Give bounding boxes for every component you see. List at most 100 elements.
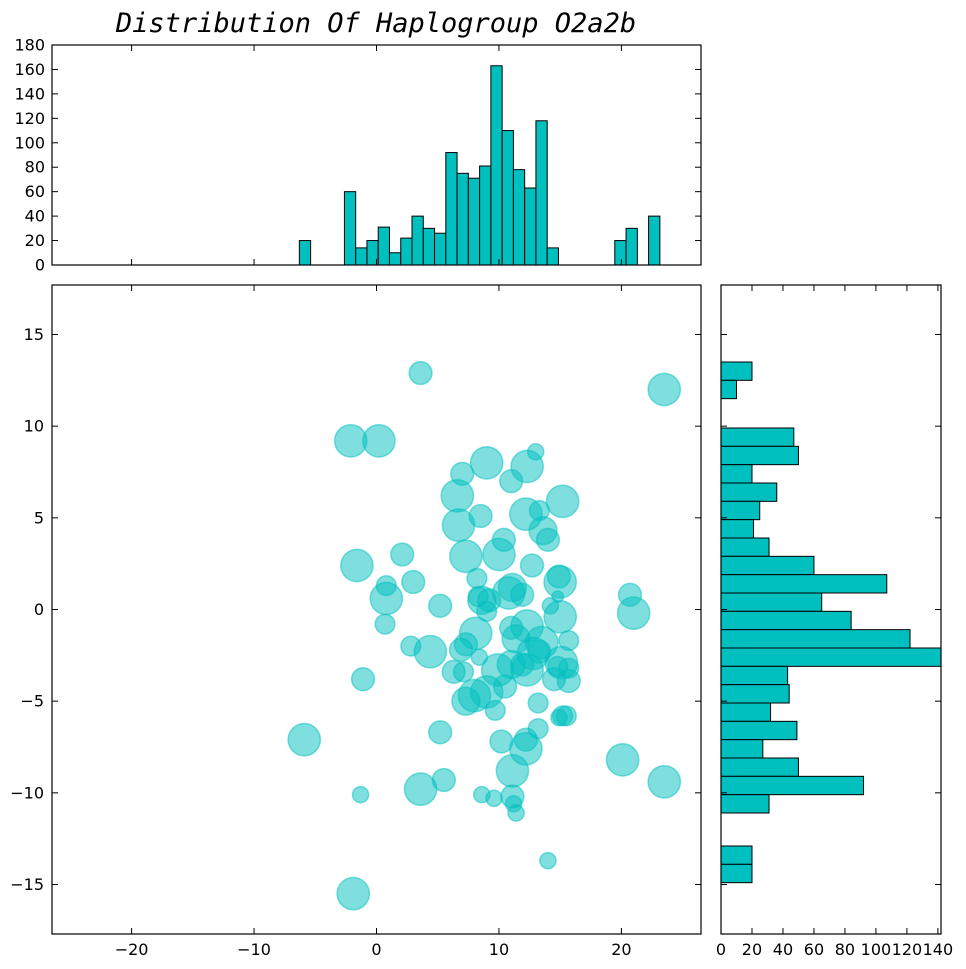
scatter-point [466,567,488,589]
right-hist-bar [720,794,770,814]
scatter-point [351,785,370,804]
right-hist-bar [720,379,737,400]
top-hist-bar [377,226,390,266]
right-hist-bar [720,361,753,381]
right-hist-bar [720,610,852,631]
right-histogram: 0 20 40 60 80 100 120 140 [716,284,954,959]
right-hist-bar [720,739,764,759]
right-hist-bar [720,482,778,502]
scatter-point [527,692,549,714]
scatter-point [469,445,504,480]
top-hist-ytick-label: 100 [14,133,45,152]
scatter-xtick-label: −20 [115,940,149,959]
scatter-point [495,753,530,788]
top-hist-ytick-label: 60 [25,182,45,201]
chart-title: Distribution Of Haplogroup O2a2b [115,8,636,39]
right-hist-bar [720,592,823,612]
top-hist-bar [535,120,548,266]
right-hist-bar [720,684,790,704]
scatter-point [616,596,651,631]
top-histogram: 0 20 40 60 80 100 120 140 160 180 [14,36,702,275]
top-hist-bar [648,215,661,266]
right-hist-bar [720,445,799,466]
scatter-point [287,722,322,757]
scatter-point [401,569,426,595]
scatter-point [403,772,438,807]
right-hist-bar [720,665,789,686]
right-hist-bar [720,537,770,557]
scatter-ytick-label: −10 [10,783,44,802]
scatter-xtick-label: 10 [489,940,509,959]
top-hist-bar [298,240,312,266]
top-hist-bar [614,240,627,266]
top-hist-bar [355,247,368,266]
scatter-point [452,661,475,683]
right-hist-xtick-label: 80 [835,940,855,959]
scatter-ytick-label: 15 [24,325,44,344]
top-hist-ytick-label: 20 [25,231,45,250]
top-hist-bar [501,130,514,266]
scatter-point [485,789,503,808]
top-hist-bar [546,247,559,266]
top-hist-bar [456,172,469,266]
scatter-point [448,637,474,662]
right-hist-xtick-label: 40 [773,940,793,959]
right-hist-bar [720,775,865,796]
scatter-point [539,851,557,870]
scatter-ytick-label: 5 [34,508,44,527]
top-hist-ytick-label: 160 [14,60,45,79]
scatter-point [390,542,415,567]
right-hist-bar [720,863,753,884]
scatter-point [510,653,544,687]
scatter-point [545,484,580,519]
right-hist-bar [720,702,772,722]
scatter-point [510,582,535,607]
right-hist-xtick-label: 0 [716,940,726,959]
right-hist-xtick-label: 100 [861,940,892,959]
right-hist-bar [720,464,753,484]
top-hist-bar [490,65,503,266]
right-hist-xtick-label: 140 [923,940,954,959]
top-hist-bar [512,169,526,266]
scatter-point [449,539,483,574]
top-hist-bar [524,187,537,266]
scatter-point [647,372,682,407]
top-hist-ytick-label: 40 [25,207,45,226]
scatter-point [408,360,433,386]
scatter-point [543,599,578,634]
right-hist-bar [720,519,755,539]
scatter-point [556,668,581,694]
scatter-point [441,508,476,543]
scatter-point [428,720,453,745]
top-hist-ytick-label: 140 [14,84,45,103]
top-hist-bar [479,165,492,266]
scatter-xtick-label: −10 [237,940,271,959]
right-hist-xtick-label: 120 [892,940,923,959]
scatter-point [535,527,561,552]
top-hist-frame [51,44,702,266]
right-hist-xtick-label: 60 [804,940,824,959]
scatter-ytick-label: −5 [20,692,44,711]
scatter-ytick-label: −15 [10,875,44,894]
scatter-point [482,537,516,572]
right-hist-bar [720,629,911,649]
top-hist-ytick-label: 120 [14,109,45,128]
scatter-point [555,705,577,727]
top-hist-ytick-label: 180 [14,36,45,55]
right-hist-bar [720,647,942,667]
top-hist-bar [343,191,357,266]
scatter-point [484,699,506,721]
scatter-ytick-label: 0 [34,600,44,619]
scatter-point [340,548,374,583]
right-hist-xtick-label: 20 [742,940,762,959]
right-hist-bar [720,720,798,741]
top-hist-bar [625,227,638,266]
top-hist-bar [467,177,481,266]
scatter-point [451,686,481,716]
scatter-point [336,876,371,911]
scatter-point [374,613,396,635]
scatter-point [413,634,448,669]
right-hist-bar [720,757,799,777]
scatter-point [519,553,545,578]
